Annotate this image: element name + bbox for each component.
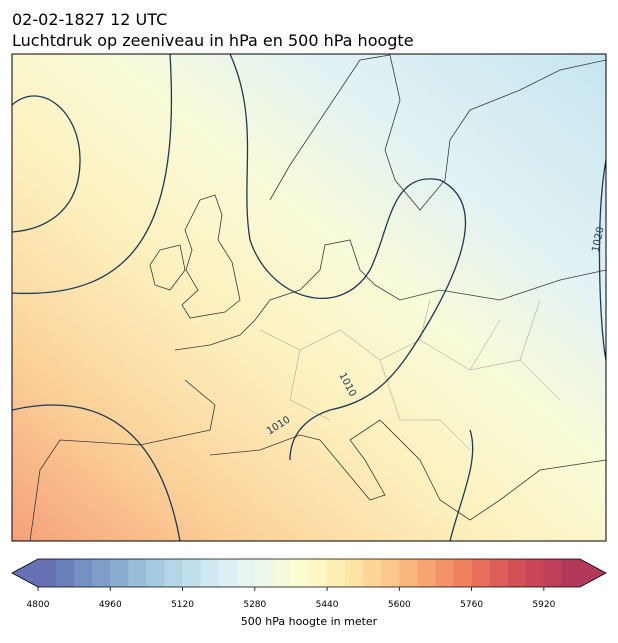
colorbar-segment bbox=[327, 559, 346, 587]
colorbar-segment bbox=[92, 559, 111, 587]
colorbar-segment bbox=[543, 559, 563, 587]
colorbar-segment bbox=[254, 559, 274, 587]
colorbar-segment bbox=[435, 559, 455, 587]
colorbar-segment bbox=[525, 559, 545, 587]
colorbar-segment bbox=[381, 559, 400, 587]
colorbar-segment bbox=[218, 559, 238, 587]
colorbar-segment bbox=[164, 559, 184, 587]
coastline bbox=[209, 419, 606, 521]
coastline bbox=[269, 54, 606, 211]
coastline bbox=[174, 239, 606, 351]
title-line: 02-02-1827 12 UTC bbox=[12, 10, 167, 29]
colorbar-tick-label: 5120 bbox=[171, 600, 194, 610]
colorbar-tick-label: 5440 bbox=[316, 600, 339, 610]
isobar bbox=[449, 429, 474, 541]
isobar bbox=[229, 54, 467, 461]
colorbar-segment bbox=[453, 559, 473, 587]
colorbar-segment bbox=[561, 559, 581, 587]
colorbar-segment bbox=[128, 559, 147, 587]
isobar bbox=[12, 54, 173, 295]
colorbar-segment bbox=[290, 559, 310, 587]
colorbar-segment bbox=[507, 559, 527, 587]
colorbar-segment bbox=[272, 559, 292, 587]
colorbar-segment bbox=[146, 559, 165, 587]
colorbar-label: 500 hPa hoogte in meter bbox=[241, 615, 378, 628]
colorbar-segment bbox=[38, 559, 57, 587]
colorbar-segment bbox=[200, 559, 220, 587]
colorbar-tick-label: 4800 bbox=[27, 600, 50, 610]
colorbar-tick-label: 5600 bbox=[388, 600, 411, 610]
colorbar-segment bbox=[56, 559, 75, 587]
colorbar-tick-label: 5920 bbox=[532, 600, 555, 610]
isobar bbox=[598, 159, 606, 361]
colorbar-tick-label: 5760 bbox=[460, 600, 483, 610]
colorbar-extend-low bbox=[12, 559, 38, 587]
map-frame bbox=[11, 53, 607, 542]
colorbar-segment bbox=[471, 559, 491, 587]
colorbar-extend-high bbox=[580, 559, 606, 587]
colorbar-segment bbox=[236, 559, 256, 587]
colorbar-segment bbox=[345, 559, 364, 587]
colorbar-segment bbox=[417, 559, 436, 587]
isobar bbox=[12, 95, 81, 233]
coastline bbox=[149, 244, 186, 291]
border bbox=[259, 299, 561, 451]
title-line: Luchtdruk op zeeniveau in hPa en 500 hPa… bbox=[12, 31, 414, 50]
colorbar-segment bbox=[363, 559, 382, 587]
coastline bbox=[29, 379, 216, 541]
colorbar-segment bbox=[399, 559, 418, 587]
coastline bbox=[181, 194, 241, 319]
colorbar-segment bbox=[182, 559, 202, 587]
colorbar-segment bbox=[110, 559, 129, 587]
contour-label: 1020 bbox=[591, 226, 607, 253]
colorbar-segment bbox=[309, 559, 328, 587]
isobar bbox=[12, 404, 181, 541]
colorbar-segment bbox=[489, 559, 509, 587]
map: 1010 1010 1020 bbox=[12, 54, 607, 541]
colorbar-segment bbox=[74, 559, 93, 587]
colorbar-tick-label: 5280 bbox=[243, 600, 266, 610]
colorbar: 4800 4960 5120 5280 5440 5600 5760 5920 bbox=[11, 558, 607, 610]
colorbar-tick-label: 4960 bbox=[99, 600, 122, 610]
